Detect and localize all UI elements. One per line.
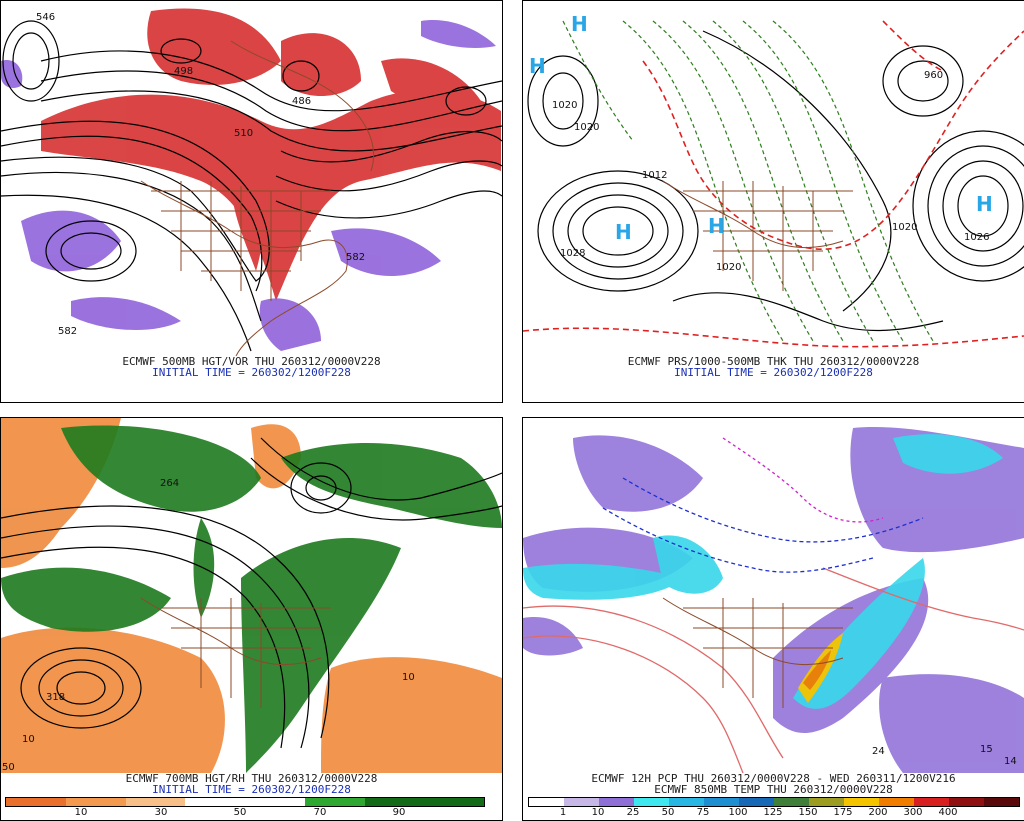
colorbar-tick: 70 [313,807,327,818]
colorbar-segment [634,798,669,806]
colorbar-tick: 175 [833,807,853,818]
height-contours [1,437,502,749]
colorbar-tick: 150 [798,807,818,818]
political-borders [662,597,853,708]
colorbar-tick: 10 [74,807,88,818]
height-contours [1,20,502,352]
caption-line1: ECMWF 12H PCP THU 260312/0000V228 - WED … [591,772,956,785]
political-borders [140,597,331,708]
colorbar-segment [6,798,66,806]
high-pressure-icon: H [708,214,725,238]
colorbar-segment [739,798,774,806]
colorbar-segment [879,798,914,806]
temp-contours [523,437,1024,773]
colorbar-tick: 1 [559,807,567,818]
political-borders [662,180,853,291]
rh-colorbar [5,797,485,807]
colorbar-tick: 300 [903,807,923,818]
colorbar-tick: 50 [661,807,675,818]
isobars [527,30,1024,332]
colorbar-tick: 50 [233,807,247,818]
panel-700mb-hgt-rh: ECMWF 700MB HGT/RH THU 260312/0000V228 I… [0,417,503,821]
colorbar-segment [245,798,305,806]
map-500mb [1,1,502,356]
colorbar-tick: 125 [763,807,783,818]
colorbar-tick: 25 [626,807,640,818]
colorbar-segment [424,798,484,806]
caption-line2: INITIAL TIME = 260302/1200F228 [152,783,351,796]
colorbar-segment [774,798,809,806]
colorbar-segment [844,798,879,806]
high-pressure-icon: H [615,220,632,244]
high-pressure-icon: H [529,54,546,78]
colorbar-segment [949,798,984,806]
colorbar-segment [669,798,704,806]
colorbar-segment [125,798,186,806]
colorbar-tick: 10 [591,807,605,818]
colorbar-segment [529,798,564,806]
panel-pcp-850temp: ECMWF 12H PCP THU 260312/0000V228 - WED … [522,417,1024,821]
colorbar-tick: 90 [392,807,406,818]
caption-line2: ECMWF 850MB TEMP THU 260312/0000V228 [654,783,893,796]
panel-500mb-hgt-vor: ECMWF 500MB HGT/VOR THU 260312/0000V228 … [0,0,503,403]
colorbar-segment [914,798,949,806]
caption-line2: INITIAL TIME = 260302/1200F228 [674,366,873,379]
pcp-colorbar [528,797,1020,807]
colorbar-tick: 75 [696,807,710,818]
high-pressure-icon: H [976,192,993,216]
rh-green [1,425,502,773]
colorbar-tick: 400 [938,807,958,818]
colorbar-segment [704,798,739,806]
colorbar-segment [564,798,599,806]
colorbar-segment [364,798,425,806]
map-pcp [523,418,1024,773]
caption-line2: INITIAL TIME = 260302/1200F228 [152,366,351,379]
high-pressure-icon: H [571,12,588,36]
caption-line1: ECMWF PRS/1000-500MB THK THU 260312/0000… [627,355,920,368]
colorbar-segment [185,798,245,806]
colorbar-segment [599,798,634,806]
colorbar-segment [984,798,1019,806]
thickness-lines [562,20,934,342]
political-borders [140,40,375,356]
caption-line1: ECMWF 500MB HGT/VOR THU 260312/0000V228 [122,355,381,368]
high-markers: H H H H H [529,12,993,244]
colorbar-segment [65,798,126,806]
map-prs-thk: H H H H H [523,1,1024,356]
map-700mb [1,418,502,773]
colorbar-segment [304,798,365,806]
thickness-red [523,20,1024,348]
pcp-heavy [798,633,843,703]
caption-line1: ECMWF 700MB HGT/RH THU 260312/0000V228 [125,772,378,785]
colorbar-tick: 30 [154,807,168,818]
colorbar-tick: 200 [868,807,888,818]
colorbar-tick: 100 [728,807,748,818]
panel-prs-thickness: H H H H H ECMWF PRS/1000-500MB THK THU 2… [522,0,1024,403]
colorbar-segment [809,798,844,806]
